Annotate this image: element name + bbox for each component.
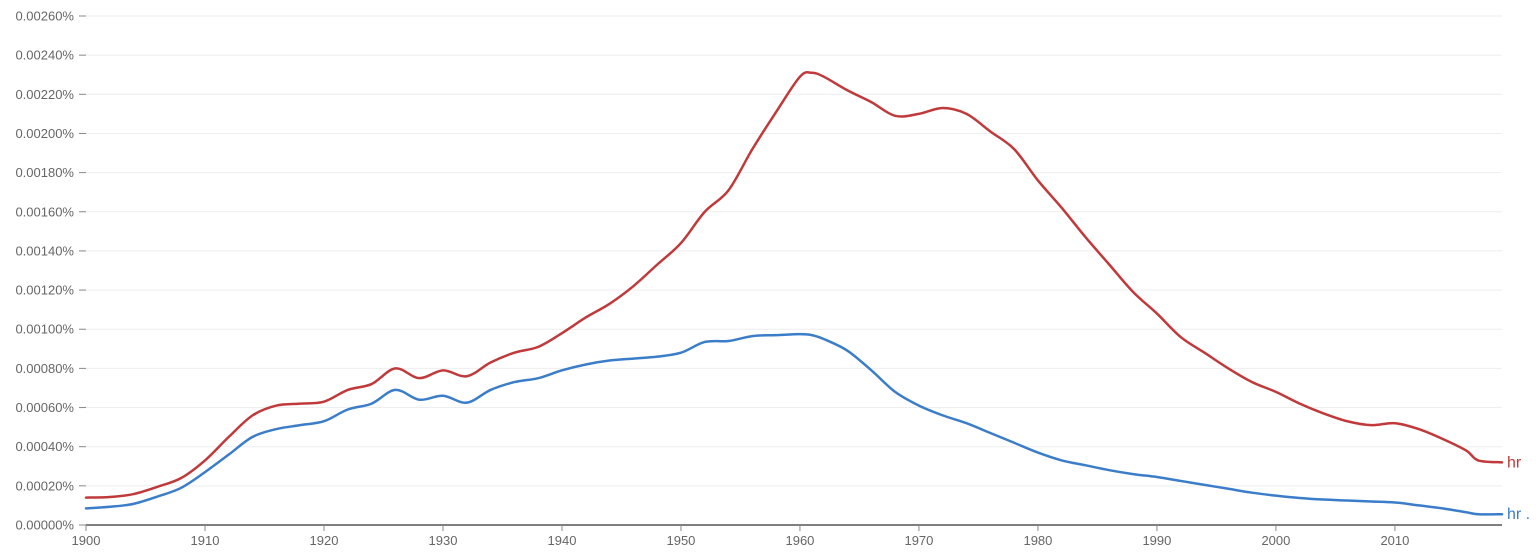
y-tick-label: 0.00040% xyxy=(15,439,74,454)
series-label-hr-dot: hr . xyxy=(1507,506,1530,523)
x-tick-label: 1980 xyxy=(1023,533,1052,548)
y-tick-label: 0.00000% xyxy=(15,518,74,533)
x-tick-label: 1910 xyxy=(191,533,220,548)
y-tick-label: 0.00200% xyxy=(15,126,74,141)
series-line-hr xyxy=(84,71,1504,499)
y-tick-label: 0.00020% xyxy=(15,478,74,493)
series-label-hr: hr xyxy=(1507,454,1522,471)
x-tick-label: 1920 xyxy=(310,533,339,548)
y-tick-label: 0.00080% xyxy=(15,361,74,376)
y-tick-label: 0.00220% xyxy=(15,87,74,102)
x-tick-label: 1970 xyxy=(904,533,933,548)
x-tick-label: 1960 xyxy=(785,533,814,548)
y-tick-label: 0.00260% xyxy=(15,9,74,24)
x-tick-label: 1900 xyxy=(72,533,101,548)
series-labels: hr hr . xyxy=(1507,454,1530,523)
y-tick-label: 0.00060% xyxy=(15,400,74,415)
x-tick-label: 1940 xyxy=(548,533,577,548)
x-tick-label: 1950 xyxy=(666,533,695,548)
series-line-hr-dot xyxy=(84,332,1504,516)
y-tick-label: 0.00180% xyxy=(15,165,74,180)
x-tick-label: 2000 xyxy=(1261,533,1290,548)
y-tick-label: 0.00140% xyxy=(15,243,74,258)
y-tick-label: 0.00160% xyxy=(15,204,74,219)
x-tick-label: 2010 xyxy=(1380,533,1409,548)
y-axis: 0.00000% 0.00020% 0.00040% 0.00060% 0.00080%… xyxy=(15,9,86,533)
series-lines xyxy=(84,71,1504,516)
y-tick-label: 0.00120% xyxy=(15,283,74,298)
x-tick-label: 1930 xyxy=(429,533,458,548)
grid-lines xyxy=(86,15,1502,487)
y-tick-label: 0.00100% xyxy=(15,322,74,337)
x-axis: 1900 1910 1920 1930 1940 1950 1960 1970 1980 1990… xyxy=(72,524,1502,548)
y-tick-label: 0.00240% xyxy=(15,48,74,63)
x-tick-label: 1990 xyxy=(1142,533,1171,548)
